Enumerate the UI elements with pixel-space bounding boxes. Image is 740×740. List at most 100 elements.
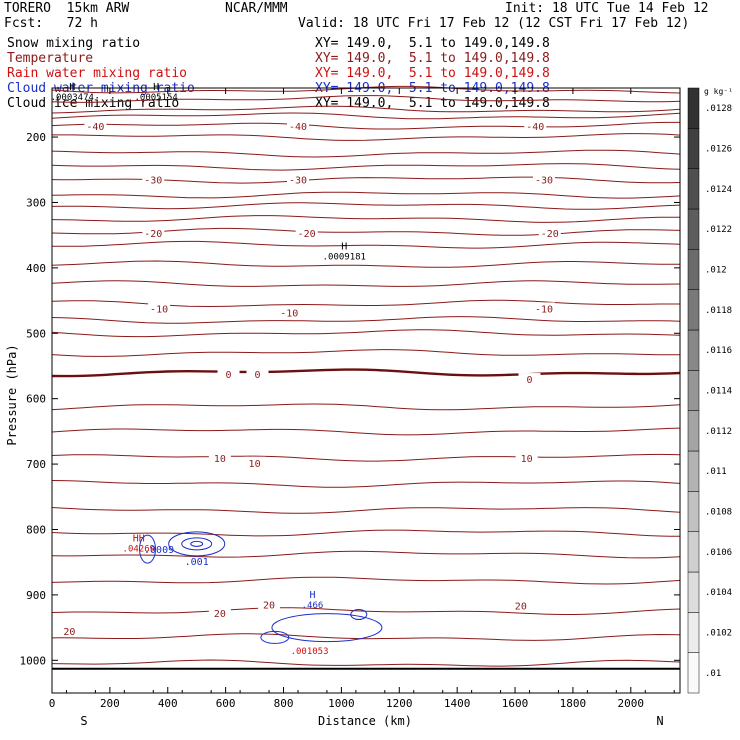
- colorbar-tick-3: .0106: [705, 548, 732, 558]
- isotherm--50-2: [51, 105, 681, 114]
- colorbar-tick-0: .01: [705, 669, 721, 679]
- contour-label-bg-13: [246, 367, 269, 379]
- contour-label-bg-6: [142, 227, 165, 239]
- x-tick-label-600: 600: [216, 697, 236, 710]
- cloud-water-contour-4: [271, 613, 383, 643]
- y-tick-label-200: 200: [26, 131, 46, 144]
- init-time: Init: 18 UTC Tue 14 Feb 12: [505, 1, 709, 16]
- colorbar-tick-7: .0114: [705, 387, 732, 397]
- colorbar-segment-12: [687, 168, 700, 210]
- legend-rain-label: Rain water mixing ratio: [7, 66, 188, 81]
- contour-label-0: -40: [86, 122, 104, 133]
- colorbar-tick-9: .0118: [705, 306, 732, 316]
- colorbar-segment-3: [687, 531, 700, 573]
- contour-label-bg-19: [258, 598, 281, 610]
- isotherm--35-7: [51, 163, 681, 171]
- legend-snow-label: Snow mixing ratio: [7, 36, 141, 51]
- isotherm--30-10: [51, 202, 681, 210]
- contour-label-19: 20: [263, 601, 275, 612]
- isotherm--50-1: [51, 95, 681, 103]
- contour-label-14: 0: [526, 375, 532, 386]
- colorbar-tick-13: .0126: [705, 145, 732, 155]
- isotherm-0-20: [51, 368, 681, 378]
- cloud-water-contour-3: [139, 534, 157, 564]
- cloud-water-contour-2: [190, 540, 204, 547]
- x-tick-label-2000: 2000: [618, 697, 645, 710]
- isotherm--10-16: [51, 299, 680, 308]
- isotherm--15-14: [51, 260, 680, 268]
- colorbar-segment-14: [687, 87, 700, 129]
- cloud-water-label-1: .0009: [144, 545, 174, 556]
- isotherm-10-24: [51, 480, 681, 488]
- y-tick-label-600: 600: [26, 393, 46, 406]
- colorbar-segment-0: [687, 652, 700, 694]
- extremum-value-3: .04269: [123, 544, 156, 554]
- x-tick-label-0: 0: [49, 697, 56, 710]
- isotherm--25-11: [51, 215, 680, 223]
- contour-label-3: -30: [144, 176, 162, 187]
- colorbar-tick-2: .0104: [705, 588, 732, 598]
- contour-label-10: -10: [280, 308, 298, 319]
- extremum-value-2: .0005154: [135, 93, 178, 103]
- colorbar-segment-6: [687, 410, 700, 452]
- cloud-water-contour-5: [260, 630, 290, 644]
- isotherm--10-17: [51, 316, 681, 324]
- isotherm-15-25: [51, 507, 681, 514]
- isotherm--5-18: [51, 329, 681, 338]
- isotherm--45-3: [51, 112, 681, 120]
- contour-label-7: -20: [298, 229, 316, 240]
- isotherm--40-6: [51, 149, 681, 158]
- contour-label-bg-9: [148, 302, 171, 314]
- legend-rain-xy: XY= 149.0, 5.1 to 149.0,149.8: [315, 66, 550, 81]
- contour-label-bg-0: [84, 119, 107, 131]
- contour-label-bg-2: [524, 119, 547, 131]
- colorbar-tick-8: .0116: [705, 346, 732, 356]
- colorbar-tick-14: .0128: [705, 104, 732, 114]
- extremum-value-1: .0003474: [51, 93, 94, 103]
- colorbar-segment-5: [687, 450, 700, 492]
- x-axis-label: Distance (km): [318, 714, 412, 728]
- contour-label-8: -20: [541, 229, 559, 240]
- contour-label-2: -40: [526, 122, 544, 133]
- legend-snow-xy: XY= 149.0, 5.1 to 149.0,149.8: [315, 36, 550, 51]
- colorbar-segment-7: [687, 370, 700, 411]
- x-end-label-south: S: [80, 714, 87, 728]
- plot-frame: [51, 87, 681, 694]
- legend-temp-label: Temperature: [7, 51, 94, 66]
- extremum-letter-1: H: [69, 82, 75, 93]
- colorbar-segment-9: [687, 289, 700, 331]
- contour-label-bg-20: [509, 599, 532, 611]
- cloud-water-contour-0: [168, 531, 226, 557]
- contour-label-16: 10: [249, 459, 261, 470]
- contour-label-18: 20: [214, 609, 226, 620]
- x-tick-label-200: 200: [100, 697, 120, 710]
- contour-label-bg-7: [295, 227, 318, 239]
- colorbar-tick-12: .0124: [705, 185, 732, 195]
- x-tick-label-800: 800: [274, 697, 294, 710]
- cloud-water-contour-1: [181, 537, 213, 551]
- colorbar-tick-1: .0102: [705, 629, 732, 639]
- colorbar-segment-4: [687, 491, 700, 532]
- x-end-label-north: N: [656, 714, 663, 728]
- contour-label-9: -10: [150, 304, 168, 315]
- y-tick-label-400: 400: [26, 262, 46, 275]
- contour-label-bg-8: [538, 227, 561, 239]
- x-tick-label-1600: 1600: [502, 697, 529, 710]
- extremum-value-5: .001053: [291, 647, 329, 657]
- extremum-letter-4: H: [309, 590, 315, 601]
- contour-label-bg-14: [518, 373, 541, 385]
- contour-label-bg-21: [58, 624, 81, 636]
- colorbar-segment-13: [687, 128, 700, 169]
- x-tick-label-1800: 1800: [560, 697, 587, 710]
- colorbar-segment-2: [687, 571, 700, 613]
- colorbar-segment-10: [687, 249, 700, 290]
- contour-label-bg-1: [286, 119, 309, 131]
- contour-label-bg-12: [217, 367, 240, 379]
- plot-layer: -40 -40 -40 -30 -30 -30 -20 -20 -20 -10 -10 -10 0 0 0 1…: [51, 82, 681, 670]
- isotherm-30-31: [51, 659, 681, 667]
- colorbar-tick-6: .0112: [705, 427, 732, 437]
- isotherm--40-5: [52, 133, 681, 141]
- colorbar-segment-11: [687, 208, 700, 250]
- isotherm--30-9: [51, 191, 681, 199]
